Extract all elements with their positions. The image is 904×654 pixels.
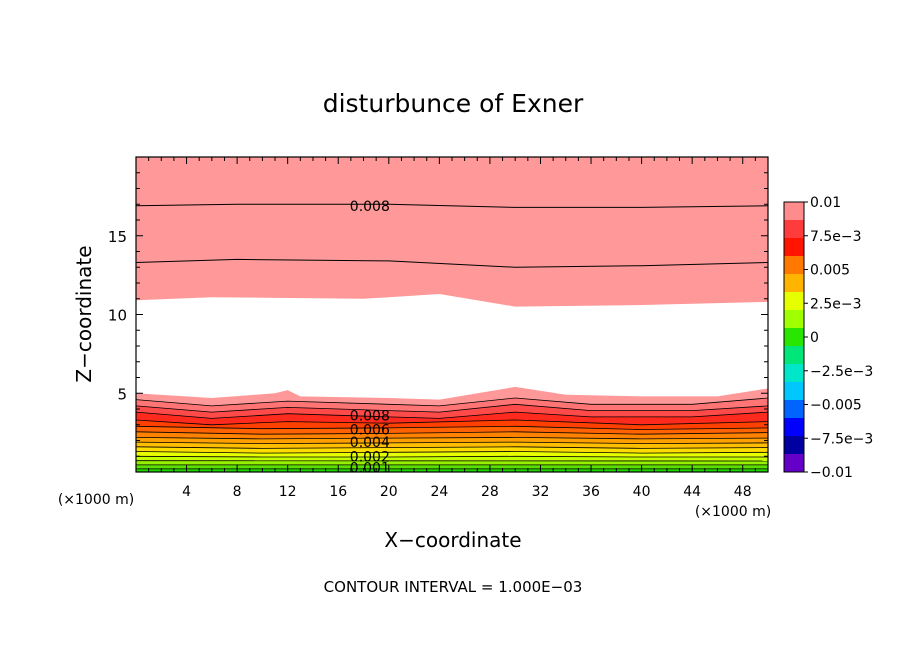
colorbar-segment <box>784 346 804 365</box>
contour-label: 0.006 <box>350 422 390 438</box>
x-tick-label: 44 <box>683 484 701 500</box>
colorbar-tick-label: −2.5e−3 <box>810 364 873 380</box>
colorbar-segment <box>784 220 804 239</box>
colorbar-tick-label: 0.01 <box>810 195 841 211</box>
contour-label: 0.004 <box>350 435 390 451</box>
colorbar-tick-label: 7.5e−3 <box>810 229 862 245</box>
colorbar-segment <box>784 328 804 347</box>
x-tick-label: 40 <box>633 484 651 500</box>
x-tick-label: 16 <box>329 484 347 500</box>
colorbar: 0.01 7.5e−3 0.005 2.5e−3 0 −2.5e−3 −0.005 −7.5e… <box>783 195 873 481</box>
colorbar-segment <box>784 454 804 473</box>
lower-contour-line-1 <box>135 397 769 407</box>
lower-contour-line-5 <box>135 425 769 430</box>
colorbar-segment <box>784 418 804 437</box>
y-axis: 5 10 15 <box>108 156 768 473</box>
x-tick-label: 24 <box>430 484 448 500</box>
colorbar-segment <box>784 436 804 455</box>
y-tick-label: 10 <box>108 307 127 325</box>
colorbar-segment <box>784 310 804 329</box>
x-unit-left: (×1000 m) <box>58 492 134 508</box>
chart-title: disturbunce of Exner <box>323 89 584 118</box>
contour-interval-footer: CONTOUR INTERVAL = 1.000E−03 <box>324 578 583 596</box>
colorbar-segment <box>784 202 804 221</box>
x-tick-label: 4 <box>182 484 191 500</box>
contour-label: 0.002 <box>350 449 390 465</box>
x-tick-label: 8 <box>233 484 242 500</box>
lower-contour-line-10 <box>135 451 769 454</box>
lower-contour-line-2 <box>135 403 769 413</box>
x-tick-label: 28 <box>481 484 499 500</box>
contour-label: 0.001 <box>350 460 390 476</box>
x-tick-label: 36 <box>582 484 600 500</box>
x-tick-label: 12 <box>279 484 297 500</box>
y-tick-label: 5 <box>117 385 127 403</box>
y-tick-label: 15 <box>108 228 127 246</box>
contour-bands <box>136 157 768 472</box>
colorbar-tick-label: −0.01 <box>810 465 853 481</box>
lower-contour-line-8 <box>135 441 769 445</box>
upper-band-5 <box>136 157 768 307</box>
y-axis-label: Z−coordinate <box>72 245 96 382</box>
x-axis-label: X−coordinate <box>384 528 521 552</box>
colorbar-segment <box>784 292 804 311</box>
colorbar-tick-label: 0 <box>810 330 819 346</box>
lower-contour-line-3 <box>135 411 769 419</box>
x-tick-label: 48 <box>734 484 752 500</box>
upper-contour-line-1 <box>135 258 769 268</box>
x-unit-right: (×1000 m) <box>695 504 771 520</box>
colorbar-segment <box>784 400 804 419</box>
contour-lines <box>135 203 769 470</box>
colorbar-tick-label: −7.5e−3 <box>810 431 873 447</box>
x-tick-label: 20 <box>380 484 398 500</box>
lower-contour-line-4 <box>135 419 769 426</box>
x-axis: 4 8 12 16 20 24 28 32 36 40 44 48 <box>135 157 769 500</box>
colorbar-tick-label: 2.5e−3 <box>810 296 862 312</box>
lower-contour-line-7 <box>135 436 769 440</box>
colorbar-segment <box>784 364 804 383</box>
x-tick-label: 32 <box>532 484 550 500</box>
contour-label: 0.008 <box>350 408 390 424</box>
lower-contour-line-6 <box>135 431 769 435</box>
colorbar-segment <box>784 274 804 293</box>
colorbar-segment <box>784 238 804 257</box>
colorbar-tick-label: 0.005 <box>810 263 850 279</box>
lower-contour-line-9 <box>135 446 769 449</box>
contour-label: 0.008 <box>350 199 390 215</box>
upper-contour-line-0 <box>135 203 769 208</box>
colorbar-segment <box>784 256 804 275</box>
colorbar-segment <box>784 382 804 401</box>
colorbar-tick-label: −0.005 <box>810 398 862 414</box>
lower-contour-line-11 <box>135 455 768 458</box>
